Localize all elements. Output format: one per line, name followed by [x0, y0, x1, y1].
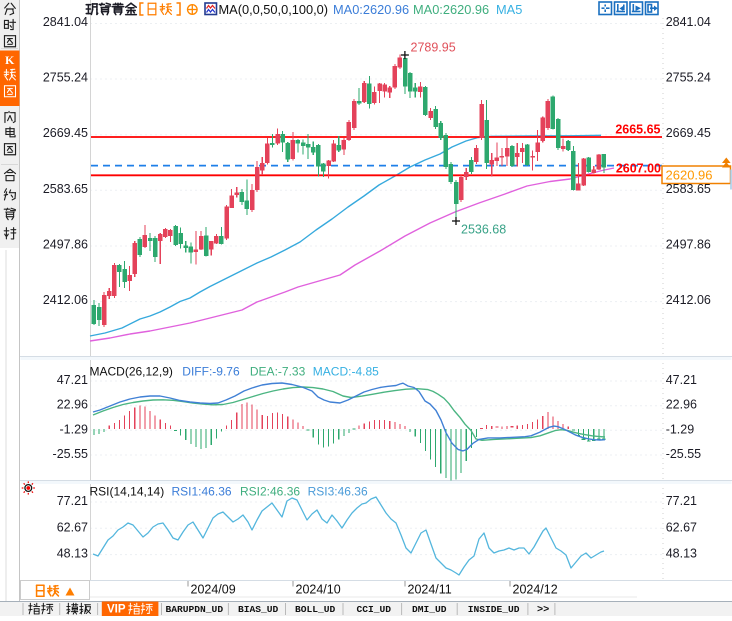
svg-text:INSIDE_UD: INSIDE_UD	[468, 604, 520, 615]
svg-text:DEA:-7.33: DEA:-7.33	[250, 365, 306, 379]
svg-text:2024/11: 2024/11	[408, 583, 452, 597]
svg-text:RSI3:46.36: RSI3:46.36	[308, 485, 368, 499]
svg-text:2497.86: 2497.86	[666, 238, 711, 252]
svg-text:2412.06: 2412.06	[43, 293, 88, 307]
svg-text:2755.24: 2755.24	[43, 71, 88, 85]
svg-text:2841.04: 2841.04	[666, 15, 711, 29]
svg-text:22.96: 22.96	[666, 398, 697, 412]
svg-text:BOLL_UD: BOLL_UD	[295, 604, 336, 615]
svg-text:RSI(14,14,14): RSI(14,14,14)	[90, 485, 165, 499]
svg-text:2412.06: 2412.06	[666, 293, 711, 307]
svg-text:2536.68: 2536.68	[461, 223, 506, 237]
svg-text:>>: >>	[537, 604, 549, 616]
svg-text:22.96: 22.96	[57, 398, 88, 412]
svg-text:MACD:-4.85: MACD:-4.85	[313, 365, 379, 379]
svg-text:DIFF:-9.76: DIFF:-9.76	[182, 365, 240, 379]
svg-text:-25.55: -25.55	[53, 447, 88, 461]
svg-text:2583.65: 2583.65	[43, 182, 88, 196]
svg-text:RSI2:46.36: RSI2:46.36	[240, 485, 300, 499]
svg-text:DMI_UD: DMI_UD	[412, 604, 447, 615]
svg-text:-25.55: -25.55	[666, 447, 701, 461]
svg-text:62.67: 62.67	[666, 520, 697, 534]
svg-text:2024/12: 2024/12	[513, 583, 558, 597]
svg-text:2583.65: 2583.65	[666, 182, 711, 196]
svg-text:48.13: 48.13	[666, 547, 697, 561]
svg-text:BARUPDN_UD: BARUPDN_UD	[166, 604, 224, 615]
svg-text:-1.29: -1.29	[60, 422, 89, 436]
svg-text:BIAS_UD: BIAS_UD	[238, 604, 279, 615]
svg-text:48.13: 48.13	[57, 547, 88, 561]
svg-text:2497.86: 2497.86	[43, 238, 88, 252]
svg-text:VIP: VIP	[107, 604, 126, 616]
svg-text:47.21: 47.21	[57, 373, 88, 387]
svg-text:2665.65: 2665.65	[615, 123, 660, 137]
svg-text:2669.45: 2669.45	[43, 126, 88, 140]
svg-text:CCI_UD: CCI_UD	[357, 604, 392, 615]
svg-text:2607.00: 2607.00	[616, 162, 661, 176]
svg-text:MA0:2620.96: MA0:2620.96	[413, 2, 489, 17]
svg-text:2755.24: 2755.24	[666, 71, 711, 85]
svg-text:2669.45: 2669.45	[666, 126, 711, 140]
svg-text:47.21: 47.21	[666, 373, 697, 387]
svg-text:2620.96: 2620.96	[666, 168, 713, 183]
svg-text:77.21: 77.21	[666, 494, 697, 508]
svg-text:-1.29: -1.29	[666, 422, 695, 436]
svg-text:62.67: 62.67	[57, 520, 88, 534]
svg-text:2841.04: 2841.04	[43, 15, 88, 29]
svg-text:MA0:2620.96: MA0:2620.96	[333, 2, 409, 17]
svg-text:MACD(26,12,9): MACD(26,12,9)	[90, 365, 173, 379]
svg-text:77.21: 77.21	[57, 494, 88, 508]
svg-text:MA5: MA5	[496, 2, 522, 17]
svg-text:RSI1:46.36: RSI1:46.36	[172, 485, 232, 499]
svg-text:2024/10: 2024/10	[296, 583, 341, 597]
svg-text:K: K	[5, 53, 15, 67]
svg-text:2789.95: 2789.95	[411, 41, 456, 55]
svg-text:2024/09: 2024/09	[191, 583, 236, 597]
svg-text:MA(0,0,50,0,100,0): MA(0,0,50,0,100,0)	[219, 2, 329, 17]
